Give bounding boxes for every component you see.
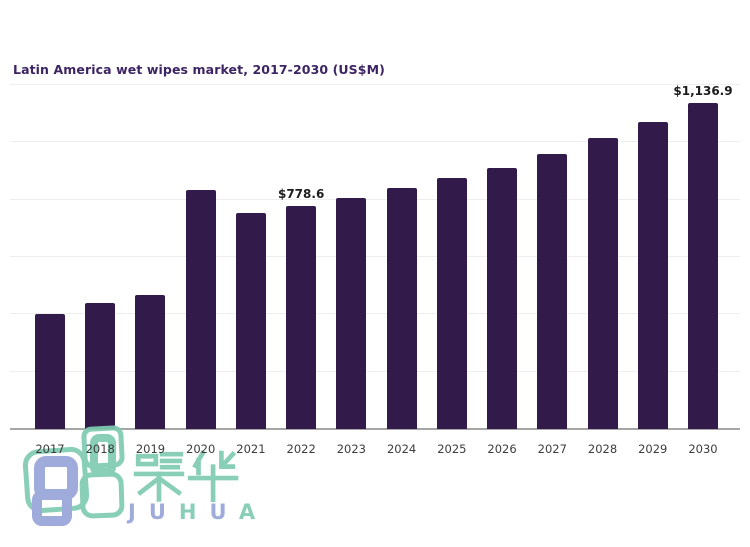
bar-2021 [235,212,266,429]
data-label-2022: $778.6 [277,186,325,201]
x-tick-label-2030: 2030 [688,442,718,456]
juhua-cjk-logotype [126,449,244,506]
bar-2026 [487,167,518,429]
gridline-200 [10,370,740,372]
juhua-letter-U: U [148,500,179,524]
gridline-1000 [10,141,740,143]
gridline-600 [10,256,740,257]
x-axis-line [10,428,740,430]
gridline-800 [10,198,740,200]
juhua-latin-logotype: JUHUA [128,500,255,524]
juhua-watermark: JUHUA [20,424,255,536]
x-tick-label-2025: 2025 [437,442,467,456]
watermark-green-outline-bottom-icon [79,471,125,519]
chart-title: Latin America wet wipes market, 2017-203… [13,62,385,77]
bar-2030 [687,103,718,429]
gridline-400 [10,313,740,315]
bar-2018 [85,302,116,429]
bar-2023 [336,197,367,429]
bar-2027 [537,153,568,429]
bar-2020 [185,189,216,429]
cjk-char-hua [187,449,239,503]
watermark-blue-square-small-icon [32,490,72,526]
x-tick-label-2020: 2020 [186,442,216,456]
x-tick-label-2027: 2027 [537,442,567,456]
plot-area: 2017 2018 2019 2020 2021 2022 $778.6 2023 2024 20… [10,84,740,456]
data-label-2030: $1,136.9 [673,84,733,99]
x-tick-label-2018: 2018 [85,442,115,456]
x-tick-label-2028: 2028 [587,442,618,456]
juhua-letter-U: U [209,500,239,524]
x-tick-label-2019: 2019 [135,442,166,456]
x-tick-label-2024: 2024 [386,442,417,456]
x-tick-label-2023: 2023 [336,442,367,456]
x-tick-label-2026: 2026 [487,442,517,456]
watermark-green-bracket-icon [90,434,116,476]
cjk-char-ju [133,451,185,502]
x-tick-label-2017: 2017 [35,442,65,456]
juhua-letter-H: H [178,500,210,524]
gridline-1200 [10,84,740,85]
bar-2022 [286,205,317,429]
bar-2017 [35,314,65,429]
x-tick-label-2029: 2029 [638,442,668,456]
bar-2025 [436,177,467,429]
juhua-letter-J: J [128,500,149,524]
x-tick-label-2021: 2021 [236,442,266,456]
bar-2028 [587,138,618,429]
bar-2024 [386,187,417,429]
bar-2029 [637,121,668,429]
bar-2019 [135,294,166,429]
juhua-letter-A: A [238,500,269,524]
x-tick-label-2022: 2022 [286,442,316,456]
